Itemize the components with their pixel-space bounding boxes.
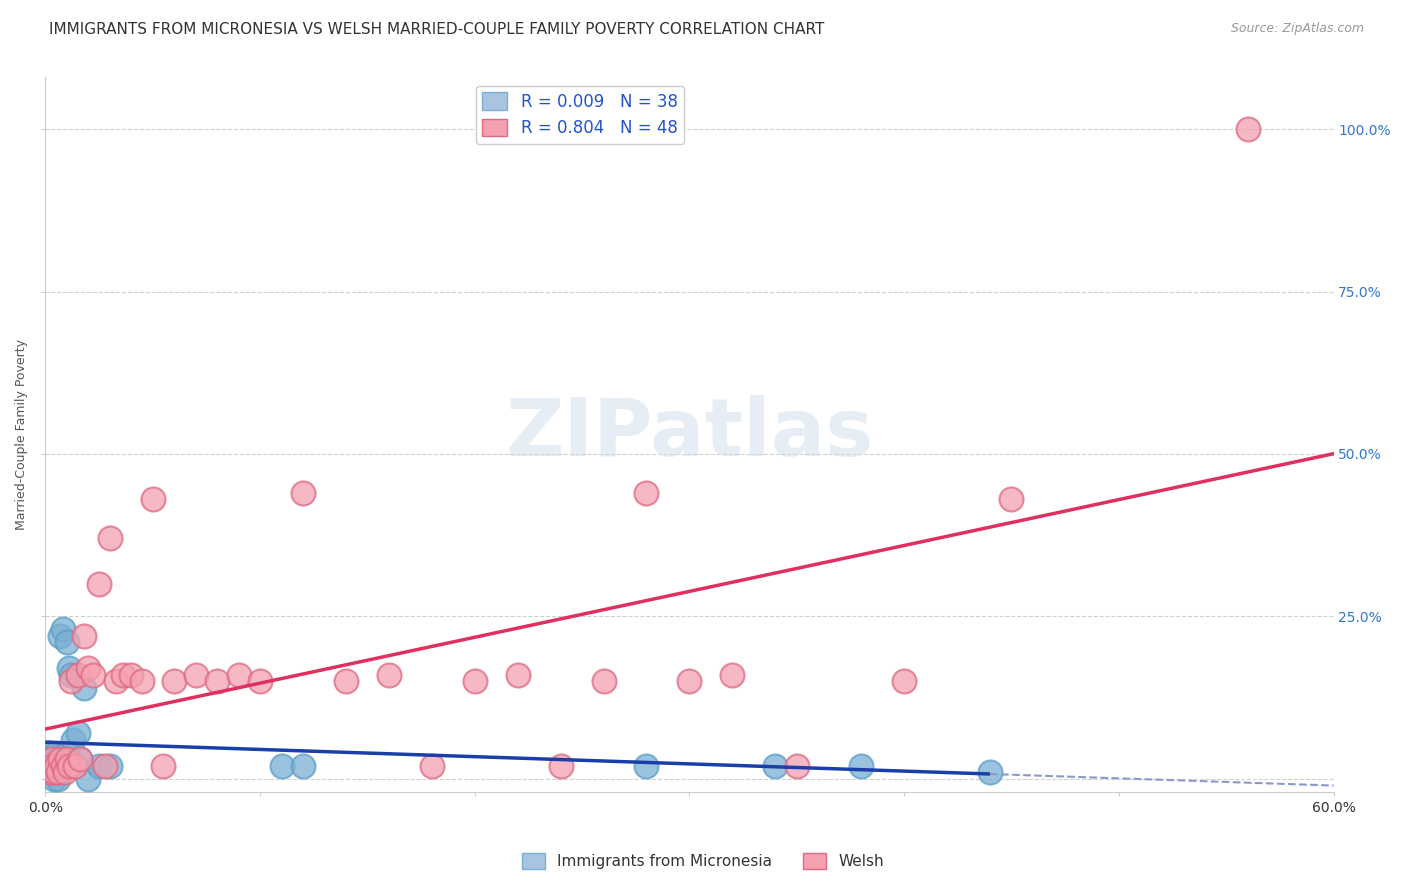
Point (45, 758, 67, 772)
Point (41, 765, 63, 780)
Point (41, 758, 63, 772)
Point (184, 667, 207, 681)
Point (51, 622, 73, 636)
Text: IMMIGRANTS FROM MICRONESIA VS WELSH MARRIED-COUPLE FAMILY POVERTY CORRELATION CH: IMMIGRANTS FROM MICRONESIA VS WELSH MARR… (49, 22, 824, 37)
Point (65, 758, 87, 772)
Point (1000, 492, 1022, 507)
Point (37, 752, 59, 766)
Legend: R = 0.009   N = 38, R = 0.804   N = 48: R = 0.009 N = 38, R = 0.804 N = 48 (475, 86, 685, 144)
Point (49, 629, 72, 643)
Point (893, 674, 915, 689)
Point (550, 758, 572, 772)
Point (87, 758, 110, 772)
Point (41, 758, 63, 772)
Point (1236, 122, 1258, 136)
Point (205, 674, 228, 689)
Point (56, 635, 79, 649)
Point (42, 752, 65, 766)
Point (42, 765, 65, 780)
Point (53, 758, 76, 772)
Point (53, 765, 76, 780)
Point (41, 752, 63, 766)
Y-axis label: Married-Couple Family Poverty: Married-Couple Family Poverty (15, 339, 28, 530)
Point (73, 681, 96, 695)
Point (73, 629, 96, 643)
Point (506, 667, 529, 681)
Point (38, 765, 60, 780)
Point (38, 758, 60, 772)
Point (77, 772, 100, 786)
Point (163, 674, 186, 689)
Point (69, 752, 91, 766)
Point (636, 758, 658, 772)
Point (60, 667, 83, 681)
Point (592, 674, 614, 689)
Point (94, 758, 117, 772)
Point (82, 667, 104, 681)
Point (98, 532, 121, 546)
Point (678, 674, 700, 689)
Point (51, 758, 73, 772)
Point (46, 765, 69, 780)
Point (66, 726, 89, 740)
Point (249, 674, 271, 689)
Point (41, 752, 63, 766)
Point (142, 492, 165, 507)
Point (291, 758, 314, 772)
Point (291, 486, 314, 500)
Point (45, 752, 67, 766)
Point (378, 667, 401, 681)
Point (270, 758, 292, 772)
Point (37, 746, 59, 760)
Point (66, 667, 89, 681)
Text: ZIPatlas: ZIPatlas (505, 395, 873, 474)
Point (58, 758, 80, 772)
Text: Source: ZipAtlas.com: Source: ZipAtlas.com (1230, 22, 1364, 36)
Point (851, 758, 873, 772)
Point (56, 752, 79, 766)
Point (42, 765, 65, 780)
Point (979, 765, 1001, 780)
Point (69, 752, 91, 766)
Point (45, 746, 67, 760)
Point (335, 674, 357, 689)
Point (120, 667, 142, 681)
Point (464, 674, 486, 689)
Point (763, 758, 786, 772)
Point (98, 758, 121, 772)
Point (228, 667, 250, 681)
Point (87, 576, 110, 591)
Point (46, 765, 69, 780)
Point (51, 752, 73, 766)
Point (60, 674, 83, 689)
Point (49, 758, 72, 772)
Legend: Immigrants from Micronesia, Welsh: Immigrants from Micronesia, Welsh (516, 847, 890, 875)
Point (636, 486, 658, 500)
Point (37, 758, 59, 772)
Point (152, 758, 174, 772)
Point (786, 758, 808, 772)
Point (105, 674, 128, 689)
Point (49, 752, 72, 766)
Point (131, 674, 153, 689)
Point (62, 732, 84, 747)
Point (58, 661, 80, 675)
Point (45, 758, 67, 772)
Point (56, 746, 79, 760)
Point (42, 772, 65, 786)
Point (420, 758, 443, 772)
Point (721, 667, 744, 681)
Point (111, 667, 134, 681)
Point (38, 752, 60, 766)
Point (38, 746, 60, 760)
Point (46, 772, 69, 786)
Point (77, 661, 100, 675)
